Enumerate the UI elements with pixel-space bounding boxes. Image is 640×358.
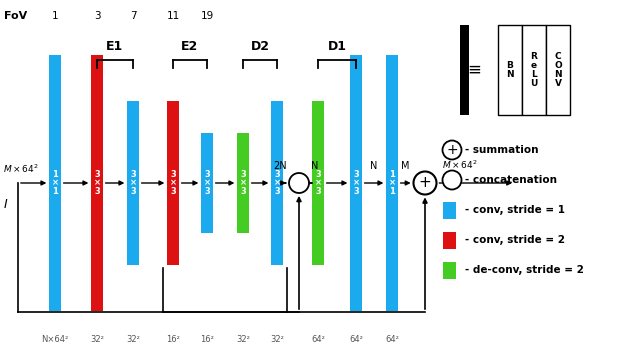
Text: E2: E2 — [181, 40, 198, 53]
Bar — [546, 25, 570, 115]
Text: 16²: 16² — [200, 335, 214, 344]
Bar — [387, 55, 397, 311]
Text: $M\times64^2$: $M\times64^2$ — [3, 163, 39, 175]
Text: - de-conv, stride = 2: - de-conv, stride = 2 — [465, 265, 584, 275]
Text: M: M — [401, 161, 409, 171]
Text: 3
×
3: 3 × 3 — [314, 170, 321, 196]
Text: 3
×
3: 3 × 3 — [204, 170, 211, 196]
Bar — [271, 101, 283, 265]
Text: ≡: ≡ — [467, 61, 481, 79]
Text: N×64²: N×64² — [42, 335, 68, 344]
Text: 1
×
1: 1 × 1 — [51, 170, 58, 196]
Text: - concatenation: - concatenation — [465, 175, 557, 185]
Bar — [442, 202, 456, 218]
Circle shape — [413, 171, 436, 194]
Text: 3
×
3: 3 × 3 — [93, 170, 100, 196]
Text: - summation: - summation — [465, 145, 538, 155]
Text: 1
×
1: 1 × 1 — [388, 170, 396, 196]
Bar — [442, 261, 456, 279]
Circle shape — [442, 170, 461, 189]
Text: +: + — [419, 175, 431, 190]
Text: 11: 11 — [166, 11, 180, 21]
Bar — [49, 55, 61, 311]
Text: 3
×
3: 3 × 3 — [129, 170, 136, 196]
Text: E1: E1 — [106, 40, 124, 53]
Text: 32²: 32² — [270, 335, 284, 344]
Text: N: N — [311, 161, 318, 171]
Circle shape — [442, 140, 461, 160]
Text: 3: 3 — [93, 11, 100, 21]
Text: 32²: 32² — [126, 335, 140, 344]
Text: C
O
N
V: C O N V — [554, 52, 562, 88]
Circle shape — [289, 173, 309, 193]
Text: 1: 1 — [52, 11, 58, 21]
Text: 64²: 64² — [349, 335, 363, 344]
Text: 16²: 16² — [166, 335, 180, 344]
Text: $I$: $I$ — [3, 198, 8, 212]
Bar — [312, 101, 324, 265]
Text: D1: D1 — [328, 40, 346, 53]
Text: FoV: FoV — [4, 11, 28, 21]
Bar — [498, 25, 522, 115]
Text: 3
×
3: 3 × 3 — [353, 170, 360, 196]
Bar — [460, 25, 469, 115]
Text: 64²: 64² — [385, 335, 399, 344]
Bar — [522, 25, 546, 115]
Text: 3
×
3: 3 × 3 — [239, 170, 246, 196]
Bar — [201, 133, 212, 233]
Text: - conv, stride = 2: - conv, stride = 2 — [465, 235, 565, 245]
Text: 3
×
3: 3 × 3 — [170, 170, 177, 196]
Bar — [350, 55, 362, 311]
Text: B
N: B N — [506, 61, 514, 79]
Text: 2N: 2N — [273, 161, 287, 171]
Text: 32²: 32² — [90, 335, 104, 344]
Bar — [442, 232, 456, 248]
Bar — [92, 55, 103, 311]
Text: $M\times64^2$: $M\times64^2$ — [442, 159, 477, 171]
Text: 7: 7 — [130, 11, 136, 21]
Text: R
e
L
U: R e L U — [531, 52, 538, 88]
Text: 64²: 64² — [311, 335, 325, 344]
Bar — [167, 101, 179, 265]
Text: 19: 19 — [200, 11, 214, 21]
Text: +: + — [446, 142, 458, 156]
Bar — [127, 101, 139, 265]
Bar — [237, 133, 249, 233]
Text: - conv, stride = 1: - conv, stride = 1 — [465, 205, 565, 215]
Text: N: N — [371, 161, 378, 171]
Text: 3
×
3: 3 × 3 — [273, 170, 280, 196]
Text: 32²: 32² — [236, 335, 250, 344]
Text: D2: D2 — [250, 40, 269, 53]
